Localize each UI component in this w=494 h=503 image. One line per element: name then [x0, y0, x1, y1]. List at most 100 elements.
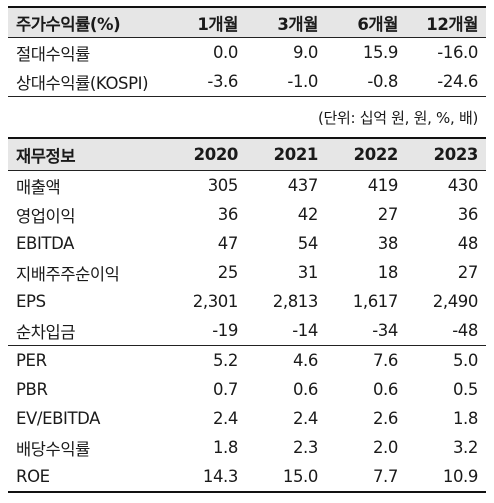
table-row: PBR 0.7 0.6 0.6 0.5: [8, 375, 486, 404]
cell: 5.2: [212, 351, 238, 370]
cell: 48: [457, 234, 479, 253]
group-rule: [8, 345, 486, 346]
cell: 2.4: [212, 409, 238, 428]
cell: 2,301: [192, 292, 239, 311]
col-2022: 2022: [353, 145, 399, 164]
financials-table: 재무정보 2020 2021 2022 2023 매출액 305 437 419 430…: [8, 137, 486, 493]
cell: -48: [452, 321, 478, 340]
cell: 305: [207, 176, 239, 195]
cell: 2.3: [292, 438, 318, 457]
top-rule: [8, 137, 486, 139]
financials-group-2: PER 5.2 4.6 7.6 5.0 PBR 0.7 0.6 0.6 0.5 EV/EBITDA 2…: [8, 346, 486, 491]
cell: 7.6: [372, 351, 398, 370]
cell: 36: [217, 205, 239, 224]
table-row: 영업이익 36 42 27 36: [8, 200, 486, 229]
cell: 15.0: [282, 467, 319, 486]
row-label: 절대수익률: [16, 44, 90, 64]
col-6m: 6개월: [357, 14, 398, 34]
row-label: PER: [16, 351, 47, 370]
cell: -34: [372, 321, 398, 340]
cell: -3.6: [207, 72, 238, 91]
cell: 437: [287, 176, 319, 195]
cell: 2.4: [292, 409, 318, 428]
cell: 27: [377, 205, 399, 224]
cell: 38: [377, 234, 399, 253]
cell: -1.0: [287, 72, 318, 91]
cell: 15.9: [362, 43, 399, 62]
cell: 27: [457, 263, 479, 282]
cell: 5.0: [452, 351, 478, 370]
cell: -24.6: [437, 72, 478, 91]
row-label: EPS: [16, 292, 46, 311]
header-rule: [8, 37, 486, 38]
cell: 9.0: [292, 43, 318, 62]
cell: 0.7: [212, 380, 238, 399]
returns-header-row: 주가수익률(%) 1개월 3개월 6개월 12개월: [8, 8, 486, 37]
cell: 0.5: [452, 380, 478, 399]
returns-header-label: 주가수익률(%): [16, 14, 121, 34]
cell: 2,813: [272, 292, 319, 311]
cell: 14.3: [202, 467, 239, 486]
cell: 54: [297, 234, 319, 253]
table-row: 매출액 305 437 419 430: [8, 171, 486, 200]
table-row: EV/EBITDA 2.4 2.4 2.6 1.8: [8, 404, 486, 433]
cell: 0.6: [372, 380, 398, 399]
table-row: 상대수익률(KOSPI) -3.6 -1.0 -0.8 -24.6: [8, 67, 486, 96]
cell: 25: [217, 263, 239, 282]
cell: -14: [292, 321, 318, 340]
row-label: 매출액: [16, 177, 61, 197]
col-2021: 2021: [273, 145, 319, 164]
col-12m: 12개월: [426, 14, 478, 34]
bottom-rule: [8, 491, 486, 493]
cell: -16.0: [437, 43, 478, 62]
unit-note-row: (단위: 십억 원, 원, %, 배): [8, 107, 486, 129]
table-row: 순차입금 -19 -14 -34 -48: [8, 316, 486, 345]
cell: 1.8: [212, 438, 238, 457]
cell: 47: [217, 234, 239, 253]
cell: 0.0: [212, 43, 238, 62]
table-row: PER 5.2 4.6 7.6 5.0: [8, 346, 486, 375]
row-label: EBITDA: [16, 234, 74, 253]
cell: 2,490: [432, 292, 479, 311]
cell: 10.9: [442, 467, 479, 486]
cell: 4.6: [292, 351, 318, 370]
cell: 36: [457, 205, 479, 224]
cell: -0.8: [367, 72, 398, 91]
bottom-rule: [8, 96, 486, 97]
header-rule: [8, 170, 486, 171]
table-row: EBITDA 47 54 38 48: [8, 229, 486, 258]
row-label: 순차입금: [16, 322, 76, 342]
row-label: 상대수익률(KOSPI): [16, 73, 149, 93]
cell: 1.8: [452, 409, 478, 428]
table-row: ROE 14.3 15.0 7.7 10.9: [8, 462, 486, 491]
row-label: EV/EBITDA: [16, 409, 101, 428]
col-2023: 2023: [433, 145, 479, 164]
cell: 2.6: [372, 409, 398, 428]
cell: 3.2: [452, 438, 478, 457]
cell: 419: [367, 176, 399, 195]
row-label: 배당수익률: [16, 439, 90, 459]
cell: 0.6: [292, 380, 318, 399]
cell: 7.7: [372, 467, 398, 486]
cell: 18: [377, 263, 399, 282]
table-row: 지배주주순이익 25 31 18 27: [8, 258, 486, 287]
cell: -19: [212, 321, 238, 340]
row-label: 지배주주순이익: [16, 264, 120, 284]
financials-header-label: 재무정보: [16, 146, 76, 166]
unit-note: (단위: 십억 원, 원, %, 배): [317, 109, 478, 127]
table-row: EPS 2,301 2,813 1,617 2,490: [8, 287, 486, 316]
cell: 2.0: [372, 438, 398, 457]
col-1m: 1개월: [197, 14, 238, 34]
returns-table: 주가수익률(%) 1개월 3개월 6개월 12개월 절대수익률 0.0 9.0 …: [8, 6, 486, 97]
cell: 430: [447, 176, 479, 195]
cell: 1,617: [352, 292, 399, 311]
table-row: 배당수익률 1.8 2.3 2.0 3.2: [8, 433, 486, 462]
table-row: 절대수익률 0.0 9.0 15.9 -16.0: [8, 38, 486, 67]
row-label: 영업이익: [16, 206, 76, 226]
financials-header-row: 재무정보 2020 2021 2022 2023: [8, 139, 486, 170]
col-3m: 3개월: [277, 14, 318, 34]
cell: 31: [297, 263, 319, 282]
row-label: ROE: [16, 467, 50, 486]
col-2020: 2020: [193, 145, 239, 164]
financials-group-1: 매출액 305 437 419 430 영업이익 36 42 27 36 EBITDA 47 54 38 4…: [8, 171, 486, 345]
